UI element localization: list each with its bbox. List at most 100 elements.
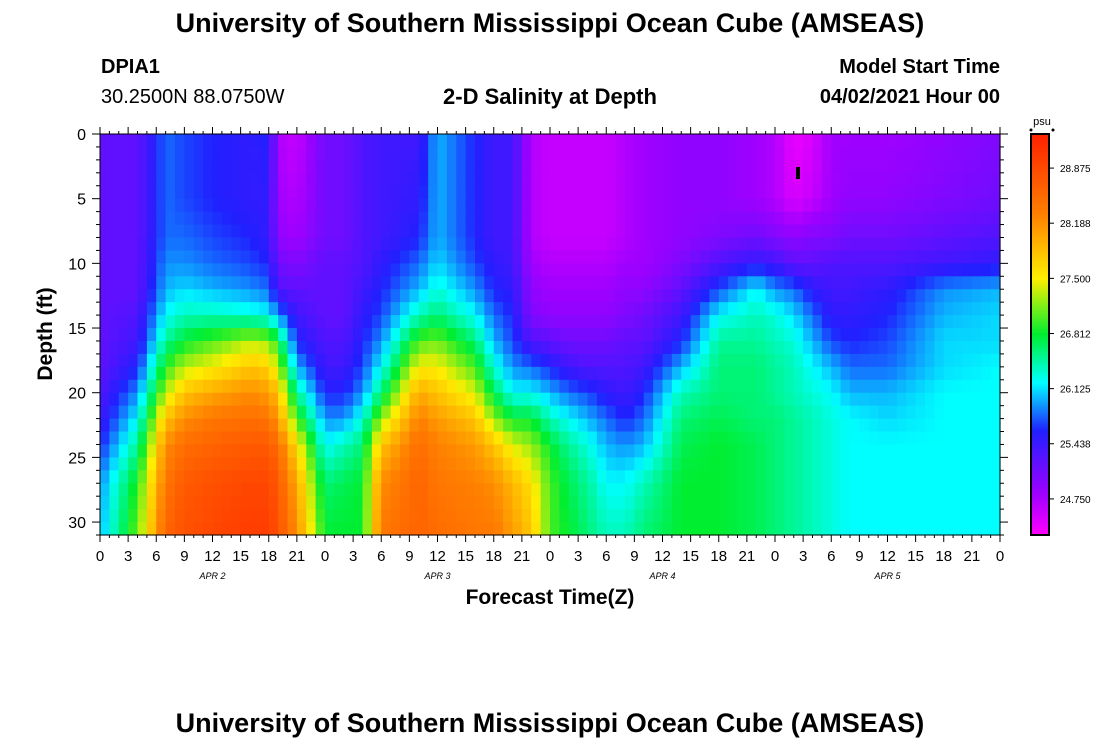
heatmap-cell — [240, 470, 251, 484]
heatmap-cell — [493, 134, 504, 148]
heatmap-cell — [653, 302, 664, 316]
heatmap-cell — [990, 198, 1001, 213]
heatmap-cell — [709, 302, 720, 316]
heatmap-cell — [634, 392, 645, 407]
heatmap-cell — [784, 353, 795, 368]
heatmap-cell — [793, 185, 804, 200]
heatmap-cell — [540, 522, 551, 536]
heatmap-cell — [728, 431, 739, 446]
heatmap-cell — [859, 457, 870, 471]
heatmap-cell — [559, 496, 570, 510]
heatmap-cell — [250, 146, 260, 161]
heatmap-cell — [906, 392, 917, 407]
heatmap-cell — [418, 340, 429, 355]
heatmap-cell — [156, 237, 167, 252]
heatmap-cell — [212, 353, 223, 368]
heatmap-cell — [681, 353, 692, 368]
heatmap-cell — [100, 159, 110, 174]
heatmap-cell — [559, 470, 570, 484]
heatmap-cell — [634, 509, 645, 523]
heatmap-cell — [793, 483, 804, 497]
heatmap-cell — [306, 159, 317, 174]
heatmap-cell — [203, 509, 214, 523]
heatmap-cell — [643, 263, 654, 277]
heatmap-cell — [700, 405, 710, 420]
heatmap-cell — [765, 159, 776, 174]
heatmap-cell — [315, 418, 326, 433]
heatmap-cell — [193, 289, 204, 303]
heatmap-cell — [531, 431, 542, 446]
heatmap-cell — [353, 159, 364, 174]
heatmap-cell — [887, 237, 898, 252]
heatmap-cell — [128, 302, 139, 316]
heatmap-cell — [990, 340, 1001, 355]
station-id: DPIA1 — [101, 56, 160, 78]
heatmap-cell — [521, 444, 532, 458]
y-tick-label: 25 — [68, 450, 86, 467]
heatmap-cell — [896, 379, 907, 394]
heatmap-cell — [381, 211, 392, 226]
heatmap-cell — [896, 146, 907, 161]
heatmap-cell — [718, 366, 729, 381]
heatmap-cell — [446, 159, 457, 174]
heatmap-cell — [343, 444, 354, 458]
heatmap-cell — [728, 159, 739, 174]
heatmap-cell — [109, 470, 120, 484]
heatmap-cell — [390, 146, 401, 161]
colorbar-tick-label: 27.500 — [1060, 274, 1091, 285]
heatmap-cell — [531, 289, 542, 303]
heatmap-cell — [990, 522, 1001, 536]
heatmap-cell — [568, 418, 579, 433]
heatmap-cell — [587, 340, 598, 355]
heatmap-cell — [465, 431, 476, 446]
heatmap-cell — [353, 392, 364, 407]
heatmap-cell — [653, 444, 664, 458]
heatmap-cell — [531, 353, 542, 368]
heatmap-cell — [353, 211, 364, 226]
heatmap-cell — [418, 250, 429, 264]
heatmap-cell — [803, 315, 814, 329]
heatmap-cell — [934, 237, 945, 252]
heatmap-cell — [296, 211, 307, 226]
heatmap-cell — [428, 483, 439, 497]
heatmap-cell — [606, 431, 617, 446]
heatmap-cell — [503, 457, 514, 471]
heatmap-cell — [887, 496, 898, 510]
heatmap-cell — [128, 198, 139, 213]
heatmap-cell — [878, 470, 889, 484]
heatmap-cell — [831, 379, 842, 394]
heatmap-cell — [681, 405, 692, 420]
heatmap-cell — [240, 146, 251, 161]
heatmap-cell — [578, 470, 589, 484]
heatmap-cell — [690, 315, 701, 329]
heatmap-cell — [193, 392, 204, 407]
heatmap-cell — [475, 276, 485, 290]
plot-title: 2-D Salinity at Depth — [443, 84, 657, 109]
heatmap-cell — [437, 263, 448, 277]
heatmap-cell — [540, 185, 551, 200]
heatmap-cell — [859, 470, 870, 484]
heatmap-cell — [212, 198, 223, 213]
heatmap-cell — [156, 496, 167, 510]
heatmap-cell — [971, 276, 982, 290]
heatmap-cell — [259, 250, 270, 264]
heatmap-cell — [193, 522, 204, 536]
heatmap-cell — [934, 470, 945, 484]
heatmap-cell — [128, 224, 139, 239]
heatmap-cell — [400, 470, 410, 484]
heatmap-cell — [812, 146, 823, 161]
heatmap-cell — [175, 366, 185, 381]
heatmap-cell — [906, 237, 917, 252]
heatmap-cell — [756, 470, 767, 484]
heatmap-cell — [212, 457, 223, 471]
heatmap-cell — [437, 392, 448, 407]
heatmap-cell — [531, 496, 542, 510]
heatmap-cell — [484, 315, 495, 329]
heatmap-cell — [578, 405, 589, 420]
heatmap-cell — [512, 276, 523, 290]
heatmap-cell — [850, 185, 860, 200]
heatmap-cell — [784, 172, 795, 187]
heatmap-cell — [296, 340, 307, 355]
heatmap-cell — [521, 366, 532, 381]
heatmap-cell — [484, 379, 495, 394]
